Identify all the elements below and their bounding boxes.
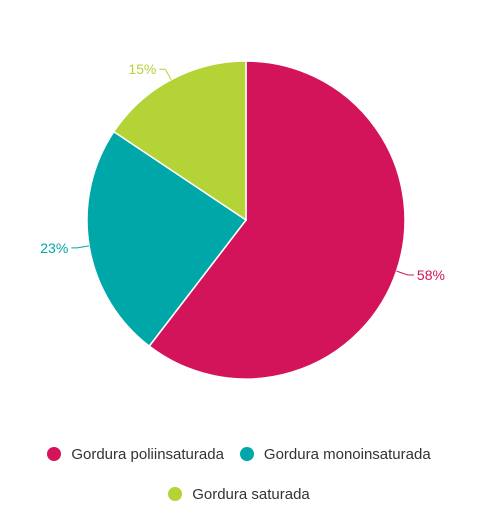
legend-dot-icon: [168, 487, 183, 501]
slice-monoinsaturada[interactable]: [86, 130, 248, 348]
slice-percent-label: 15%: [128, 61, 156, 77]
legend-row-1: Gordura poliinsaturada Gordura monoinsat…: [0, 440, 478, 468]
legend-label: Gordura monoinsaturada: [263, 445, 431, 463]
leader-lines: [71, 68, 414, 276]
slice-labels: 58% 23% 15%: [40, 61, 445, 283]
slice-percent-label: 58%: [417, 267, 445, 283]
slice-saturada[interactable]: [112, 60, 247, 222]
legend-item-monoinsaturada[interactable]: Gordura monoinsaturada: [239, 445, 431, 463]
legend-item-saturada[interactable]: Gordura saturada: [168, 486, 310, 503]
legend-row-2: Gordura saturada: [0, 480, 478, 508]
legend-dot-icon: [239, 447, 254, 461]
pie-slices: [86, 60, 406, 380]
leader-line: [71, 245, 90, 249]
leader-line: [396, 270, 414, 276]
leader-line: [159, 68, 172, 81]
slice-percent-label: 23%: [40, 240, 68, 256]
legend: Gordura poliinsaturada Gordura monoinsat…: [0, 440, 478, 520]
legend-dot-icon: [47, 447, 62, 461]
legend-label: Gordura poliinsaturada: [71, 445, 224, 463]
legend-item-poliinsaturada[interactable]: Gordura poliinsaturada: [47, 446, 224, 463]
legend-label: Gordura saturada: [192, 485, 310, 503]
